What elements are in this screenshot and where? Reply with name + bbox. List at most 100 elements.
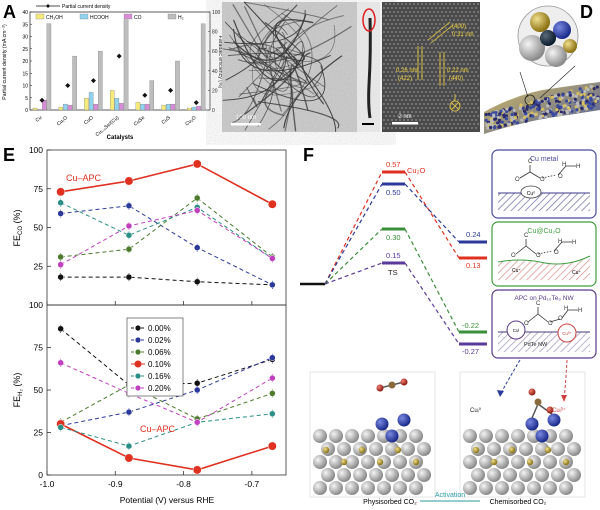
svg-text:H: H [572,240,576,246]
panel-c-lattice-dot [472,98,476,102]
panel-c-lattice-dot [476,50,480,54]
panel-c-lattice-dot [402,78,406,82]
panel-c-lattice-dot [388,42,392,46]
panel-d-nanowire-model [484,5,600,134]
panel-c-lattice-dot [438,102,442,106]
panel-c-lattice-dot [420,10,424,14]
panel-c-lattice-dot [452,98,456,102]
panel-c-lattice-dot [468,18,472,22]
panel-e-bottom-ylabel: FEH₂ (%) [12,373,24,408]
panel-c-lattice-dot [468,114,472,118]
panel-c-lattice-dot [392,106,396,110]
box-cu-cu2o-atom-left: Cu⁺ [512,268,521,274]
panel-a-category-label: CuSe [133,115,147,128]
panel-c-lattice-dot [408,74,412,78]
panel-f-slab-atom [527,455,541,469]
panel-c-lattice-dot [384,18,388,22]
panel-c-lattice-dot [468,106,472,110]
panel-a-bar [161,104,166,111]
panel-a-bar [135,102,141,111]
panel-d-atom [510,115,514,119]
panel-c-lattice-dot [414,14,418,18]
panel-c-lattice-dot [456,90,460,94]
panel-c-lattice-dot [382,46,386,50]
panel-c-lattice-dot [434,54,438,58]
panel-c-lattice-dot [398,86,402,90]
panel-e-point [269,281,276,289]
panel-e-point [125,222,133,230]
panel-d-atom [484,112,488,117]
panel-c-lattice-dot [446,46,450,50]
panel-d-atom [507,122,511,126]
panel-d-atom [583,89,587,94]
label-chemisorbed: Chemisorbed CO₂ [490,499,547,506]
panel-c-lattice-dot [412,90,416,94]
panel-c-lattice-dot [444,50,448,54]
panel-c-lattice-dot [432,2,436,6]
panel-f-slab-atom [329,429,343,443]
panel-c-label-031: 0.31 nm [452,32,474,38]
panel-c-lattice-dot [454,30,458,34]
panel-d-atom [500,120,504,124]
panel-c-lattice-dot [472,74,476,78]
panel-c-lattice-dot [426,110,430,114]
atom-label-cudplus: Cuᵢᵟ⁺ [552,407,566,414]
panel-c-lattice-dot [466,46,470,50]
panel-c-lattice-dot [430,86,434,90]
panel-e-point [125,442,133,450]
panel-c-lattice-dot [420,34,424,38]
label-red-ts: 0.57 [386,160,401,169]
panel-c-lattice-dot [402,30,406,34]
panel-c-lattice-dot [436,42,440,46]
panel-d-atom [596,96,600,101]
panel-c-lattice-dot [426,126,430,130]
label-physisorbed: Physisorbed CO₂ [363,499,417,506]
panel-c-lattice-dot [404,58,408,62]
panel-c-lattice-dot [406,126,410,130]
panel-a-bars: Cu Cu₂O CuO Cu₁.₅Se/(Cu) CuSe CuS Cu₂O [32,19,206,138]
panel-e-series-line [60,209,273,266]
panel-c-lattice-dot [382,70,386,74]
panel-c-lattice-dot [384,34,388,38]
panel-c-lattice-dot [452,90,456,94]
panel-c-lattice-dot [390,22,394,26]
panel-a-bar [200,23,206,111]
panel-c-lattice-dot [458,118,462,122]
panel-c-lattice-dot [470,6,474,10]
panel-c-lattice-dot [406,70,410,74]
panel-c-label-026: 0.26 nm [396,68,418,74]
panel-c-lattice-dot [382,62,386,66]
panel-c-lattice-dot [474,62,478,66]
panel-f-slab-atom [313,429,327,443]
panel-d-atom [558,97,562,101]
panel-c-lattice-dot [466,86,470,90]
panel-c-lattice-dot [382,126,386,130]
panel-c-lattice-dot [440,18,444,22]
panel-c-lattice-dot [384,74,388,78]
panel-c-lattice-dot [442,6,446,10]
panel-d-atom [565,111,569,115]
panel-c-lattice-dot [444,82,448,86]
panel-c-lattice-dot [462,54,466,58]
panel-c-lattice-dot [390,102,394,106]
panel-b-nanowire [224,9,306,44]
panel-f-slab-atom [353,468,367,482]
panel-c-lattice-dot [446,38,450,42]
panel-e-point [57,261,64,268]
panel-c-lattice-dot [450,46,454,50]
panel-c-lattice-dot [452,42,456,46]
panel-c-lattice-dot [414,62,418,66]
panel-a-legend-swatch [123,13,133,20]
panel-c-lattice-dot [434,94,438,98]
panel-c-lattice-dot [468,74,472,78]
panel-c-lattice-dot [420,122,424,126]
panel-c-lattice-dot [452,66,456,70]
panel-c-lattice-dot [460,18,464,22]
panel-d-atom [504,117,509,121]
panel-c-lattice-dot [388,34,392,38]
panel-c-lattice-dot [436,114,440,118]
panel-c-lattice-dot [406,38,410,42]
panel-c-lattice-dot [392,98,396,102]
panel-c-lattice-dot [382,22,386,26]
panel-f-slab-atom [511,429,525,443]
